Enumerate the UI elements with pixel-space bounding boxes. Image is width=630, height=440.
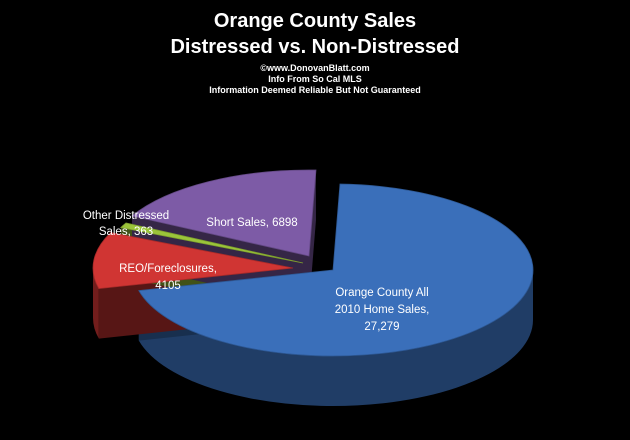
pie-tops: [92, 169, 534, 357]
label-short-sales: Short Sales, 6898: [206, 217, 297, 229]
pie-side-0: [138, 270, 533, 407]
pie-slice-reo-foreclosures: [92, 232, 294, 290]
pie-slice-all-home-sales: [138, 183, 534, 357]
pie-slice-short-sales: [131, 169, 317, 257]
chart-title-line1: Orange County Sales: [213, 10, 417, 32]
pie-side-1: [93, 268, 99, 339]
label-other-distressed: Other Distressed Sales, 363: [83, 210, 169, 238]
chart-title-block: Orange County Sales Distressed vs. Non-D…: [0, 8, 630, 96]
chart-title-line2: Distressed vs. Non-Distressed: [170, 36, 460, 58]
disclaimer-text: Information Deemed Reliable But Not Guar…: [209, 85, 421, 95]
label-all-home-sales: Orange County All 2010 Home Sales, 27,279: [335, 287, 430, 333]
pie-slice-other-distressed: [119, 222, 304, 264]
label-reo-foreclosures: REO/Foreclosures, 4105: [119, 263, 217, 292]
source-text: Info From So Cal MLS: [268, 74, 362, 84]
credit-text: ©www.DonovanBlatt.com: [260, 63, 370, 73]
